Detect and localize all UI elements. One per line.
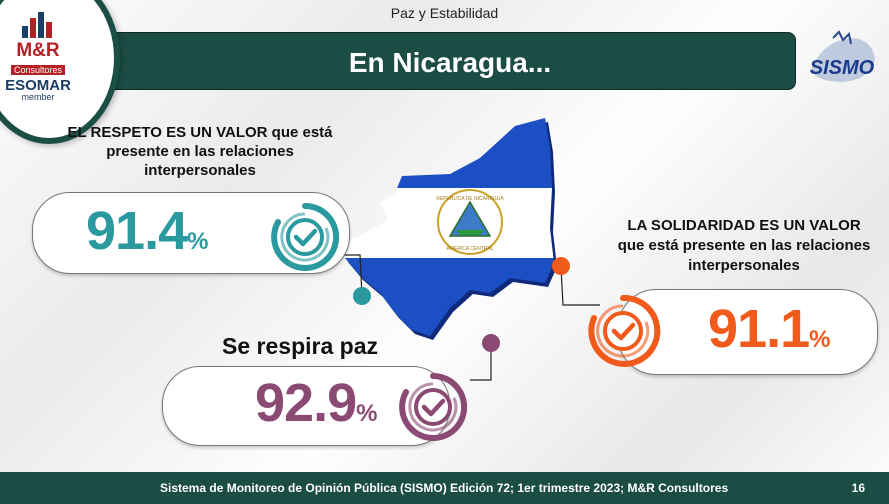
nicaragua-map: REPUBLICA DE NICARAGUA AMERICA CENTRAL	[340, 108, 570, 343]
stat-value-respeto: 91.4%	[86, 200, 208, 262]
logo-esomar: ESOMAR	[5, 77, 71, 94]
logo-member: member	[21, 92, 55, 102]
page-number: 16	[851, 481, 865, 495]
orange-dot	[552, 257, 570, 275]
stat-value-paz: 92.9%	[255, 372, 377, 434]
stat-unit: %	[356, 400, 378, 427]
stat-number: 91.4	[86, 201, 188, 261]
stat-label-respeto: EL RESPETO ES UN VALOR que está presente…	[67, 124, 333, 179]
emblem-top-text: REPUBLICA DE NICARAGUA	[436, 196, 504, 202]
teal-dot	[353, 287, 371, 305]
purple-dot	[482, 334, 500, 352]
footer-source: Sistema de Monitoreo de Opinión Pública …	[160, 481, 729, 495]
sismo-logo: SISMO	[803, 30, 881, 88]
stat-number: 91.1	[708, 299, 810, 359]
check-icon	[396, 370, 470, 449]
bar-chart-icon	[20, 8, 56, 40]
stat-value-solidaridad: 91.1%	[708, 298, 830, 360]
stat-number: 92.9	[255, 373, 357, 433]
check-icon	[584, 292, 662, 375]
stat-card-solidaridad	[618, 289, 878, 375]
sismo-text: SISMO	[810, 57, 875, 79]
stat-label-paz: Se respira paz	[222, 333, 378, 359]
emblem-bottom-text: AMERICA CENTRAL	[446, 246, 493, 252]
logo-brand: M&R	[16, 40, 60, 61]
page-title: En Nicaragua...	[348, 47, 552, 78]
title-bar: En Nicaragua...	[104, 32, 796, 90]
stat-unit: %	[809, 326, 831, 353]
nicaragua-emblem: REPUBLICA DE NICARAGUA AMERICA CENTRAL	[436, 189, 504, 255]
footer: Sistema de Monitoreo de Opinión Pública …	[0, 472, 889, 504]
logo-consultores: Consultores	[10, 65, 66, 75]
section-subtitle: Paz y Estabilidad	[390, 5, 499, 21]
stat-unit: %	[187, 228, 209, 255]
stat-label-solidaridad: LA SOLIDARIDAD ES UN VALOR que está pres…	[617, 217, 871, 274]
check-icon	[268, 200, 342, 279]
